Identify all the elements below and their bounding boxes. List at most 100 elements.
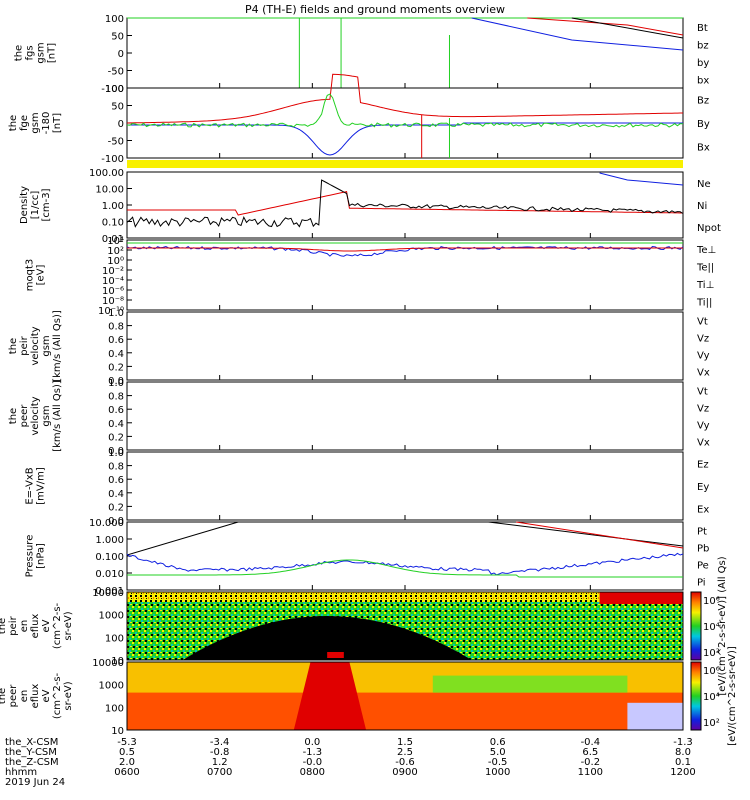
legend-Te||: Te|| <box>696 262 714 273</box>
ylabel-line: sr-eV) <box>63 681 74 710</box>
legend-Ez: Ez <box>697 459 709 470</box>
panel-pressure-series <box>126 521 684 578</box>
ytick-label: 10² <box>107 246 124 257</box>
spectrogram-frame <box>126 591 684 661</box>
xaxis-value: 1.5 <box>397 737 413 748</box>
xaxis-value: -1.3 <box>673 737 693 748</box>
xaxis-value: 1.2 <box>212 757 228 768</box>
xaxis-value: 0.1 <box>675 757 691 768</box>
ytick-label: 10.00 <box>95 185 124 196</box>
ytick-label: 0.8 <box>108 322 124 333</box>
panel-fgs: thefgsgsm[nT] 100 50 0 -50 -100 Bt bz by bx <box>14 14 710 95</box>
ylabel-line: peer <box>19 404 30 428</box>
series-By <box>126 93 684 128</box>
ytick-label: 0.2 <box>108 432 124 443</box>
ylabel-line: eflux <box>30 614 41 639</box>
panel-fge-ylabel: thefgegsm-180[nT] <box>8 112 63 135</box>
colorbar-label: [eV/(cm^2-s-sr-eV)] <box>727 646 738 746</box>
panel-density: Density[1/cc][cm-3] 100.00 10.00 1.00 0.10 0.… <box>19 168 721 245</box>
plot-title: P4 (TH-E) fields and ground moments over… <box>245 3 505 16</box>
panel-density-ylabel: Density[1/cc][cm-3] <box>19 186 52 224</box>
colorbar-tick: 10⁴ <box>703 692 720 703</box>
xaxis-row-label: hhmm <box>5 767 37 778</box>
panel-efield: E=-VxB[mV/m] 1.0 0.8 0.6 0.4 0.2 0.0 Ez Ey Ex <box>25 448 710 527</box>
panel-frame <box>126 239 684 311</box>
ylabel-line: the <box>8 338 19 354</box>
ylabel-line: fgs <box>25 45 36 60</box>
colorbar-tick: 10² <box>703 718 720 729</box>
legend-Bt: Bt <box>697 23 708 34</box>
ylabel-line: en <box>19 620 30 633</box>
xaxis-value: -3.4 <box>210 737 230 748</box>
ytick-label: 0 <box>118 119 124 130</box>
ytick-label: 10000 <box>92 588 124 599</box>
ytick-label: 0.6 <box>108 405 124 416</box>
panel-temp-ylabel: moqt3[eV] <box>25 259 47 292</box>
panel-peer_vel-ylabel: thepeervelocitygsm[km/s (All Qs)] <box>8 380 63 452</box>
series-Ni <box>126 179 684 228</box>
ytick-label: 10⁻⁴ <box>102 276 124 287</box>
xaxis-value: -0.8 <box>210 747 230 758</box>
series-Pt2 <box>488 521 684 547</box>
legend-Pb: Pb <box>697 544 709 555</box>
ytick-label: 100 <box>105 703 124 714</box>
ytick-label: 0.8 <box>108 392 124 403</box>
legend-Vt: Vt <box>697 387 708 398</box>
ytick-label: 0.100 <box>95 552 124 563</box>
xaxis-value: 6.5 <box>582 747 598 758</box>
spectrogram-mid <box>432 675 628 693</box>
panel-fge-series <box>126 73 684 158</box>
ytick-label: 0.10 <box>102 218 124 229</box>
ylabel-line: the <box>8 408 19 424</box>
panel-peir_en-ylabel: thepeirenefluxeV(cm^2-s-sr-eV) <box>0 602 74 649</box>
legend-Te⊥: Te⊥ <box>696 245 716 256</box>
legend-Npot: Npot <box>697 223 721 234</box>
panel-fgs-ylabel: thefgsgsm[nT] <box>14 42 58 63</box>
ytick-label: 0.0 <box>108 516 124 527</box>
ytick-label: 50 <box>111 102 124 113</box>
xaxis-value: 0900 <box>392 767 417 778</box>
peer-spectrogram <box>126 661 684 731</box>
legend-Ni: Ni <box>697 201 707 212</box>
date-label: 2019 Jun 24 <box>5 777 65 788</box>
panel-efield-ylabel: E=-VxB[mV/m] <box>25 467 47 505</box>
xaxis-value: 1200 <box>670 767 695 778</box>
ytick-label: 100 <box>105 633 124 644</box>
legend-Vt: Vt <box>697 317 708 328</box>
ytick-label: 1000 <box>99 681 124 692</box>
legend-Pt: Pt <box>697 527 707 538</box>
xaxis-row-label: the_X-CSM <box>5 737 58 748</box>
xaxis-value: 1100 <box>578 767 603 778</box>
ylabel-line: [km/s (All Qs)] <box>52 380 63 452</box>
ylabel-line: eflux <box>30 684 41 709</box>
xaxis-value: 0800 <box>300 767 325 778</box>
xaxis-row-label: the_Y-CSM <box>5 747 57 758</box>
panel-frame <box>126 17 684 89</box>
ytick-label: 1.0 <box>108 378 124 389</box>
series-Te <box>127 247 683 252</box>
legend-Vy: Vy <box>697 351 710 362</box>
ytick-label: 10 <box>111 656 124 667</box>
spectrogram-low <box>127 692 683 730</box>
ytick-label: 10⁻² <box>102 266 124 277</box>
panel-fgs-series <box>127 17 684 88</box>
series-bz <box>527 17 684 36</box>
ytick-label: 0.0 <box>108 446 124 457</box>
ytick-label: 0.2 <box>108 362 124 373</box>
ytick-label: 0.0 <box>108 376 124 387</box>
ylabel-line: [1/cc] <box>30 191 41 220</box>
legend-By: By <box>697 119 710 130</box>
ylabel-line: moqt3 <box>25 259 36 292</box>
ylabel-line: velocity <box>30 326 41 365</box>
ytick-label: 0.010 <box>95 569 124 580</box>
legend-by: by <box>697 58 709 69</box>
ylabel-line: Density <box>19 186 30 224</box>
ytick-label: 0.6 <box>108 475 124 486</box>
ytick-label: 10 <box>111 726 124 737</box>
spectrogram-void <box>182 616 472 660</box>
ytick-label: 1.000 <box>95 535 124 546</box>
ylabel-line: (cm^2-s- <box>52 602 63 649</box>
ytick-label: 0.2 <box>108 502 124 513</box>
data-flag-bar <box>127 160 683 168</box>
legend-Vz: Vz <box>697 334 709 345</box>
